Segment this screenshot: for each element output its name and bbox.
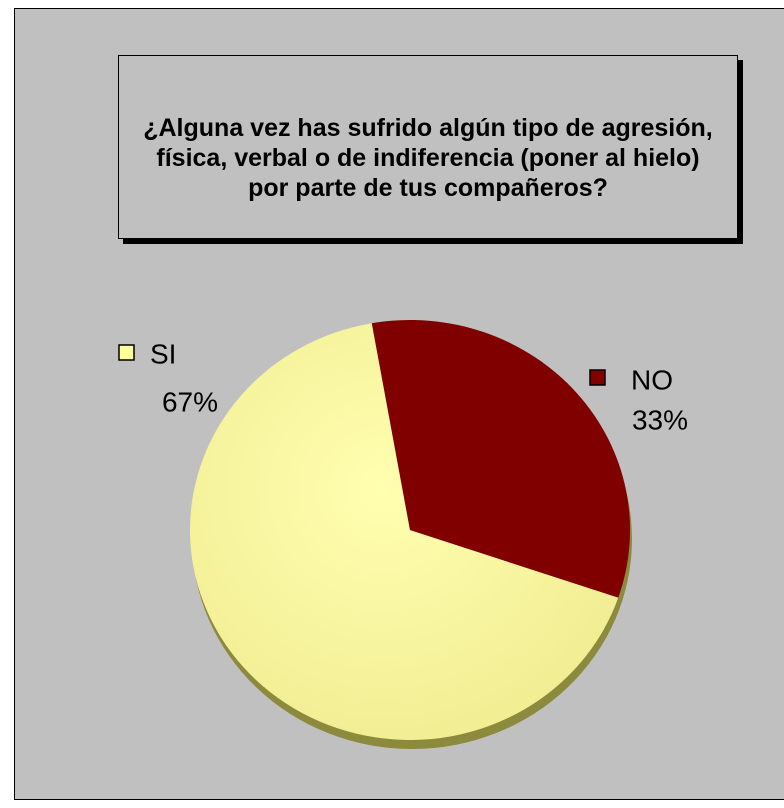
slice-label: SI <box>150 338 176 369</box>
pie-slice <box>189 323 619 740</box>
value-label: 33% <box>632 404 688 435</box>
legend-swatch <box>118 344 135 361</box>
legend-swatch <box>589 369 606 386</box>
chart-title: ¿Alguna vez has sufrido algún tipo de ag… <box>118 55 738 239</box>
slice-label: NO <box>631 364 673 395</box>
pie-slice <box>371 320 630 598</box>
value-label: 67% <box>162 386 218 417</box>
